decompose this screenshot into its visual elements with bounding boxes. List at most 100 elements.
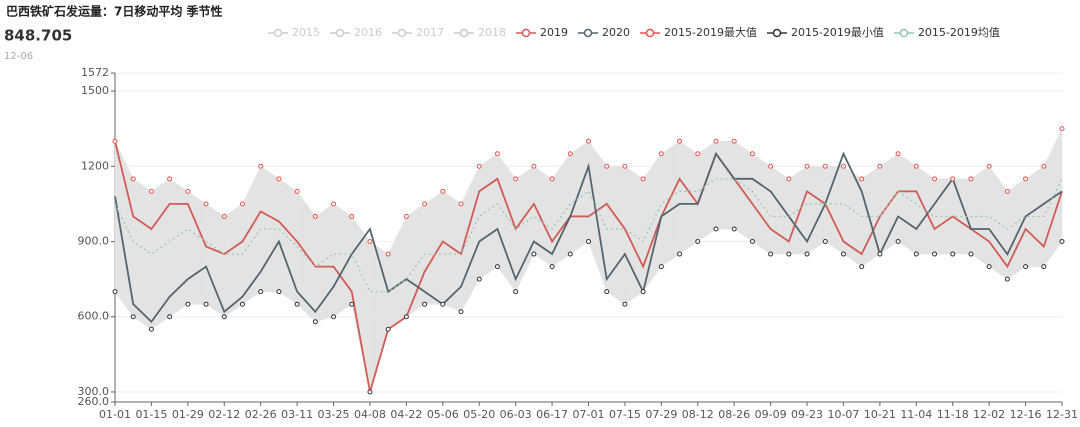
- x-tick-label: 01-01: [99, 408, 131, 421]
- series-point: [331, 201, 337, 207]
- range-band: [661, 140, 680, 268]
- series-point: [677, 138, 683, 144]
- series-point: [549, 176, 555, 182]
- series-point: [804, 163, 810, 169]
- series-point: [932, 251, 938, 257]
- series-point: [203, 301, 209, 307]
- series-point: [786, 251, 792, 257]
- series-point: [458, 309, 464, 315]
- series-point: [604, 289, 610, 295]
- series-point: [312, 213, 318, 219]
- series-point: [968, 251, 974, 257]
- series-point: [1023, 264, 1029, 270]
- series-point: [130, 176, 136, 182]
- series-point: [932, 176, 938, 182]
- series-point: [950, 176, 956, 182]
- range-band: [369, 241, 389, 393]
- series-point: [804, 251, 810, 257]
- range-band: [460, 166, 480, 313]
- range-band: [588, 140, 607, 292]
- chart-title: 巴西铁矿石发运量：7日移动平均 季节性: [6, 4, 223, 19]
- x-tick-label: 01-29: [172, 408, 204, 421]
- legend-icon: [772, 28, 782, 38]
- legend-label: 2020: [602, 26, 630, 39]
- range-band: [424, 190, 444, 305]
- series-point: [440, 301, 446, 307]
- series-point: [986, 163, 992, 169]
- series-point: [749, 239, 755, 245]
- series-point: [1041, 264, 1047, 270]
- range-band: [897, 153, 917, 255]
- legend-icon: [397, 28, 407, 38]
- series-point: [567, 251, 573, 257]
- series-point: [877, 251, 883, 257]
- series-point: [768, 163, 774, 169]
- series-point: [549, 264, 555, 270]
- x-tick-label: 05-06: [427, 408, 459, 421]
- series-point: [1023, 176, 1029, 182]
- series-point: [895, 239, 901, 245]
- range-band: [1007, 178, 1026, 280]
- x-tick-label: 07-01: [573, 408, 605, 421]
- series-point: [586, 239, 591, 245]
- legend-icon: [645, 28, 655, 38]
- series-point: [567, 151, 573, 157]
- y-tick-label: 600.0: [78, 310, 110, 323]
- series-point: [276, 176, 282, 182]
- series-point: [604, 163, 610, 169]
- range-band: [770, 165, 790, 255]
- legend-label: 2015: [292, 26, 320, 39]
- legend-label: 2015-2019最大值: [664, 25, 757, 39]
- series-point: [294, 301, 300, 307]
- series-point: [422, 201, 428, 207]
- series-point: [822, 239, 828, 245]
- series-point: [895, 151, 901, 157]
- series-point: [768, 251, 774, 257]
- y-tick-label: 1500: [81, 84, 109, 97]
- series-point: [1041, 163, 1047, 169]
- series-point: [986, 264, 992, 270]
- series-point: [167, 176, 173, 182]
- series-point: [822, 163, 828, 169]
- x-tick-label: 01-15: [135, 408, 167, 421]
- series-point: [513, 176, 519, 182]
- series-point: [968, 176, 974, 182]
- legend-icon: [521, 28, 531, 38]
- series-point: [476, 163, 482, 169]
- series-point: [786, 176, 792, 182]
- legend-label: 2017: [416, 26, 444, 39]
- series-point: [458, 201, 464, 207]
- series-point: [221, 213, 227, 219]
- series-point: [531, 251, 537, 257]
- legend-icon: [899, 28, 909, 38]
- x-tick-label: 07-29: [645, 408, 677, 421]
- series-point: [840, 163, 846, 169]
- legend-icon: [335, 28, 345, 38]
- y-tick-label: 900.0: [78, 235, 110, 248]
- range-band: [387, 216, 407, 330]
- x-tick-label: 06-17: [536, 408, 568, 421]
- series-point: [658, 264, 664, 270]
- x-tick-label: 12-02: [973, 408, 1005, 421]
- series-point: [913, 251, 919, 257]
- series-point: [622, 163, 628, 169]
- range-band: [315, 203, 334, 323]
- series-point: [586, 138, 591, 144]
- x-tick-label: 04-08: [354, 408, 386, 421]
- series-point: [403, 213, 409, 219]
- series-point: [112, 289, 118, 295]
- series-point: [130, 314, 136, 320]
- series-point: [658, 151, 664, 157]
- y-tick-label: 300.0: [78, 385, 110, 398]
- series-point: [203, 201, 209, 207]
- range-band: [606, 166, 626, 305]
- legend-icon: [273, 28, 283, 38]
- y-tick-label: 1572: [81, 66, 109, 79]
- series-point: [294, 188, 300, 194]
- x-tick-label: 11-04: [900, 408, 932, 421]
- x-tick-label: 10-21: [864, 408, 896, 421]
- series-point: [185, 188, 191, 194]
- legend-label: 2015-2019最小值: [791, 26, 884, 39]
- y-tick-label: 260.0: [78, 395, 110, 408]
- legend-label: 2018: [478, 26, 506, 39]
